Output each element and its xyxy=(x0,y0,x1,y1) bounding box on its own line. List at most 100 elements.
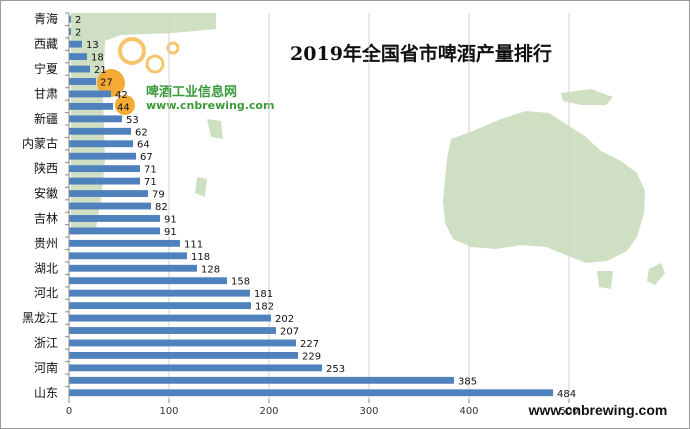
data-label: 82 xyxy=(155,202,168,213)
category-label: 宁夏 xyxy=(34,61,58,76)
data-label: 385 xyxy=(458,376,477,387)
bar xyxy=(69,40,82,48)
data-label: 44 xyxy=(117,102,130,113)
data-label: 67 xyxy=(140,152,153,163)
map-land-island xyxy=(207,119,223,139)
category-label: 安徽 xyxy=(34,186,58,201)
x-tick-label: 500 xyxy=(559,406,578,417)
map-land-australia xyxy=(443,111,645,263)
category-label: 吉林 xyxy=(34,211,58,225)
x-tick-label: 200 xyxy=(259,406,278,417)
bar xyxy=(69,302,251,310)
bar xyxy=(69,376,454,384)
bar xyxy=(69,227,160,235)
data-label: 158 xyxy=(231,277,250,288)
bar xyxy=(69,364,322,372)
category-label: 浙江 xyxy=(34,336,58,350)
data-label: 91 xyxy=(164,227,177,238)
category-label: 黑龙江 xyxy=(22,311,58,325)
bar xyxy=(69,351,298,359)
x-tick-label: 300 xyxy=(359,406,378,417)
category-label: 陕西 xyxy=(34,161,58,176)
bar xyxy=(69,65,90,73)
x-axis-ticks: 0 100 200 300 400 500 xyxy=(65,12,579,417)
data-label: 64 xyxy=(137,140,150,151)
data-label: 484 xyxy=(557,389,576,400)
logo-ring-icon xyxy=(145,54,165,74)
category-label: 贵州 xyxy=(34,236,58,250)
data-label: 53 xyxy=(126,115,139,126)
bar xyxy=(69,127,131,135)
bar xyxy=(69,15,71,23)
data-label: 62 xyxy=(135,127,148,138)
bar xyxy=(69,90,111,98)
map-land-west xyxy=(71,13,216,235)
bar xyxy=(69,177,140,185)
x-gridlines xyxy=(168,13,570,399)
data-label: 182 xyxy=(255,302,274,313)
logo-ring-icon xyxy=(118,37,146,65)
bar xyxy=(69,264,197,272)
map-land-newguinea xyxy=(561,89,613,105)
map-land-island xyxy=(195,177,207,197)
bar xyxy=(69,339,296,347)
bar xyxy=(69,215,160,222)
chart-title: 2019年全国省市啤酒产量排行 xyxy=(290,42,552,65)
bar xyxy=(69,277,227,285)
brand-logo: 啤酒工业信息网 www.cnbrewing.com xyxy=(97,37,274,115)
data-label: 207 xyxy=(280,327,299,338)
bar xyxy=(69,389,553,397)
bar xyxy=(69,152,136,160)
data-label: 79 xyxy=(152,190,165,201)
brand-url-small: www.cnbrewing.com xyxy=(146,99,274,112)
data-label: 128 xyxy=(201,264,220,275)
logo-ring-icon xyxy=(166,41,180,55)
category-label: 河北 xyxy=(34,286,58,300)
category-labels: 山东 河南 浙江 黑龙江 河北 湖北 贵州 吉林 安徽 陕西 内蒙古 新疆 甘肃 宁夏 西藏 青海 xyxy=(22,11,58,400)
data-label: 13 xyxy=(86,40,99,51)
bar xyxy=(69,28,71,36)
bar xyxy=(69,202,151,210)
data-label: 91 xyxy=(164,214,177,225)
data-label: 2 xyxy=(75,28,81,39)
data-label: 202 xyxy=(275,314,294,325)
bar xyxy=(69,53,87,61)
data-label: 227 xyxy=(300,339,319,350)
map-watermark xyxy=(71,13,665,289)
map-land-tasmania xyxy=(597,271,613,289)
category-label: 新疆 xyxy=(34,111,58,126)
data-label: 71 xyxy=(144,177,157,188)
map-land-newzealand xyxy=(647,263,665,285)
bar xyxy=(69,140,133,148)
data-label: 229 xyxy=(302,351,321,362)
category-label: 山东 xyxy=(34,386,58,400)
x-tick-label: 400 xyxy=(459,406,478,417)
bar xyxy=(69,102,113,110)
data-label: 21 xyxy=(94,65,107,76)
category-label: 内蒙古 xyxy=(22,136,58,151)
data-label: 2 xyxy=(75,15,81,26)
category-label: 青海 xyxy=(34,11,58,26)
data-label: 27 xyxy=(100,77,113,88)
category-label: 河南 xyxy=(34,360,58,375)
data-label: 42 xyxy=(115,90,128,101)
footer-url: www.cnbrewing.com xyxy=(528,402,668,418)
data-label: 71 xyxy=(144,165,157,176)
bar xyxy=(69,327,276,334)
bar xyxy=(69,115,122,123)
category-label: 湖北 xyxy=(34,260,58,275)
data-label: 118 xyxy=(191,252,210,263)
bar xyxy=(69,289,250,297)
brand-name: 啤酒工业信息网 xyxy=(146,84,237,100)
data-label: 111 xyxy=(184,239,203,250)
logo-bubble-icon xyxy=(115,95,135,115)
category-label: 西藏 xyxy=(34,37,58,51)
data-label: 181 xyxy=(254,289,273,300)
category-label: 甘肃 xyxy=(34,87,58,101)
data-labels: 4843852532292272072021821811581281181119… xyxy=(75,15,576,400)
bar xyxy=(69,190,148,197)
bar xyxy=(69,252,187,260)
bar xyxy=(69,314,271,322)
